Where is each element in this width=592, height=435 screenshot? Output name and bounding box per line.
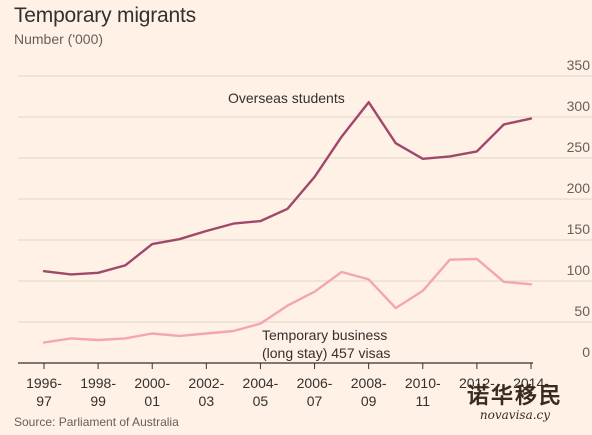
x-tick-label: 2000- [134, 375, 170, 391]
x-tick-label-second-line: 99 [90, 393, 106, 409]
x-axis-ticks: 1996- 97 1998- 99 2000- 01 2002- 03 2004- 05 2006-… [26, 363, 549, 409]
y-tick-label-0: 0 [582, 344, 590, 360]
x-tick-label: 2004- [243, 375, 279, 391]
series-line-temporary-business [42, 257, 533, 344]
x-tick-label-second-line: 01 [144, 393, 160, 409]
x-tick-label-second-line: 11 [416, 393, 431, 409]
y-axis-ticks: 0 50 100 150 200 250 300 350 [567, 57, 591, 360]
x-tick-label-second-line: 07 [307, 393, 323, 409]
x-tick-label: 1998- [80, 375, 116, 391]
series-label-overseas-students: Overseas students [228, 90, 345, 106]
watermark-text-top: 诺华移民 [466, 383, 563, 409]
series-line-overseas-students [42, 100, 533, 276]
x-tick-label: 2002- [188, 375, 224, 391]
chart-subtitle: Number ('000) [14, 31, 104, 47]
y-tick-label-300: 300 [567, 98, 591, 114]
watermark-logo: 诺华移民 novavisa.cy [445, 378, 585, 422]
x-tick-label: 2008- [351, 375, 387, 391]
x-tick-label: 1996- [26, 375, 62, 391]
watermark-text-bottom: novavisa.cy [479, 408, 551, 422]
x-tick-label-second-line: 03 [199, 393, 215, 409]
chart-title: Temporary migrants [14, 4, 196, 27]
x-tick-label-second-line: 97 [36, 393, 52, 409]
y-tick-label-50: 50 [574, 303, 590, 319]
y-tick-label-350: 350 [567, 57, 591, 73]
gridlines [18, 75, 592, 323]
series-label-temporary-business: (long stay) 457 visas [262, 345, 390, 361]
x-tick-label: 2012- [459, 375, 495, 391]
series-lines [42, 100, 533, 344]
x-tick-label: 2006- [297, 375, 333, 391]
x-tick-label-second-line: 09 [361, 393, 377, 409]
y-tick-label-250: 250 [567, 139, 591, 155]
y-tick-label-200: 200 [567, 180, 591, 196]
y-tick-label-150: 150 [567, 221, 591, 237]
source-note: Source: Parliament of Australia [14, 415, 179, 429]
series-labels: Overseas students Temporary business (long… [228, 90, 390, 361]
x-tick-label: 2014- [513, 375, 549, 391]
x-tick-label: 2010- [405, 375, 441, 391]
y-tick-label-100: 100 [567, 262, 591, 278]
x-tick-label-second-line: 05 [253, 393, 269, 409]
series-label-temporary-business: Temporary business [262, 327, 387, 343]
